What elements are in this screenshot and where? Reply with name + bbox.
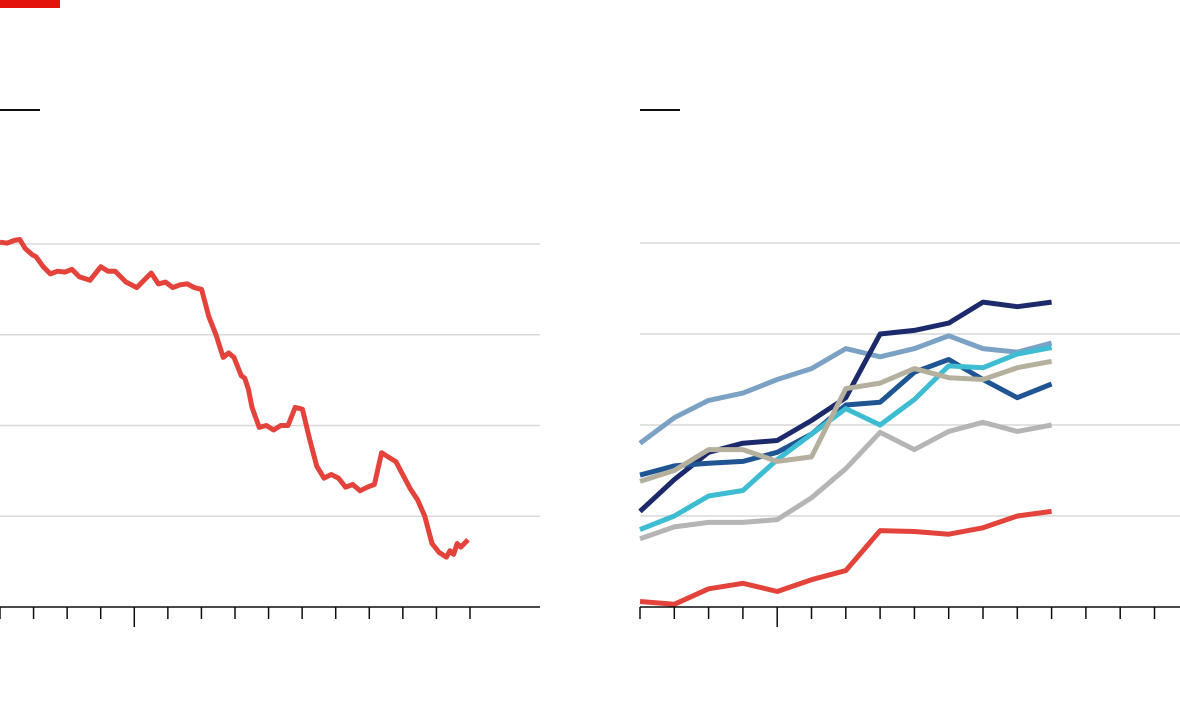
brand-accent-bar (0, 0, 60, 8)
series-line-red (0, 237, 470, 560)
left-line-chart (0, 237, 540, 627)
series-line-red (639, 508, 1052, 607)
series-line-grey (639, 419, 1053, 542)
right-line-chart (638, 242, 1180, 627)
series-line-cyan (639, 345, 1053, 532)
series-line-light_blue (638, 333, 1053, 446)
series-line-tan (639, 358, 1053, 484)
